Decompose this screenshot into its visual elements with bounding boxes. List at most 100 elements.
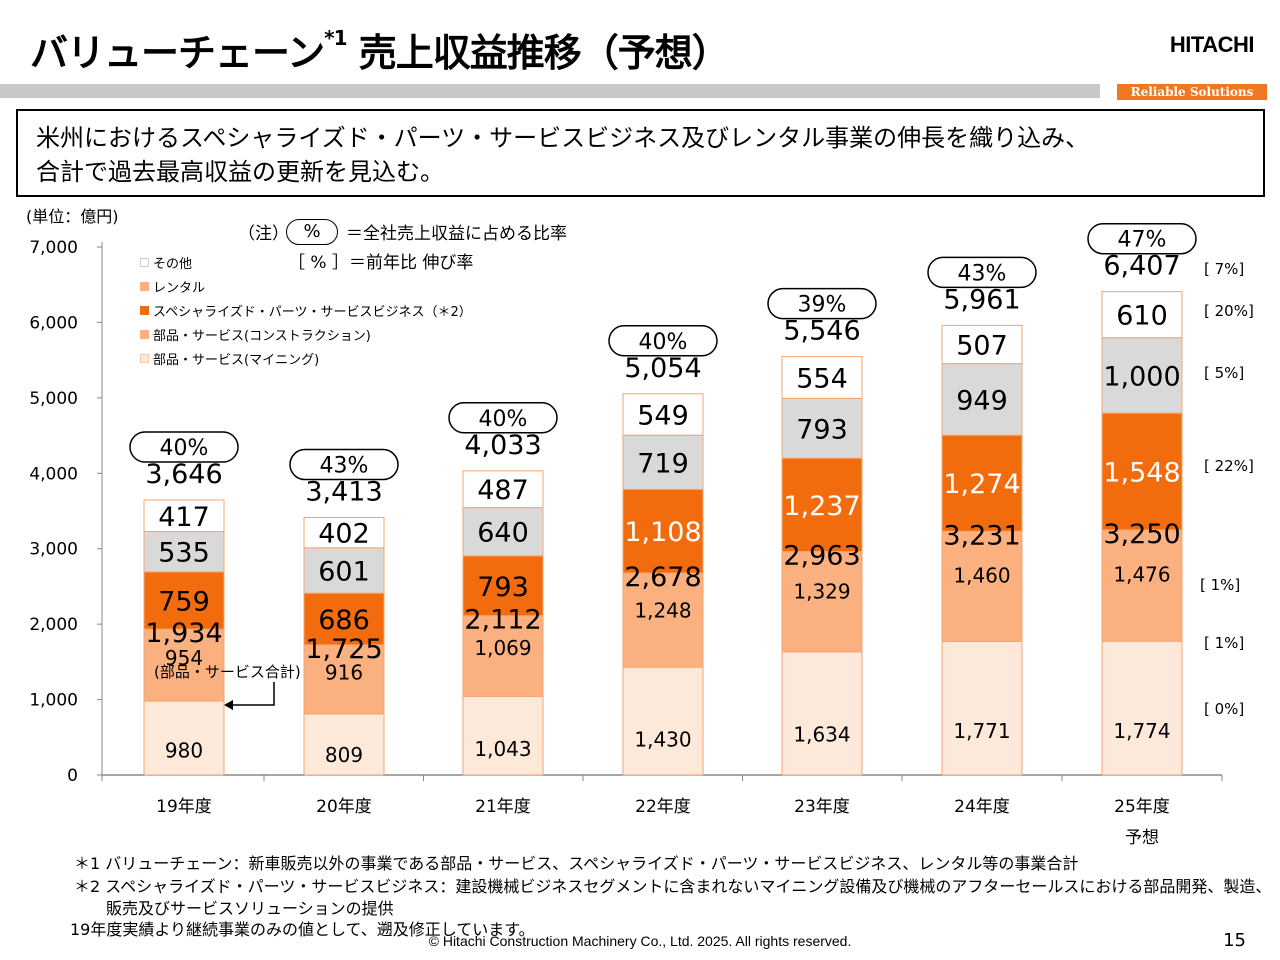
bar-segment <box>462 470 544 509</box>
bar-total-label: 5,961 <box>943 284 1020 315</box>
bar-segment-label: 809 <box>325 743 363 767</box>
legend-item-mining: 部品・サービス(マイニング) <box>140 346 472 370</box>
parts-service-total-label: 2,963 <box>783 541 860 572</box>
bar-segment <box>781 551 863 653</box>
y-tick-label: 5,000 <box>29 389 78 409</box>
bar-total-label: 5,546 <box>783 316 860 347</box>
bar-segment-label: 601 <box>318 556 370 587</box>
parts-service-total-label: 2,678 <box>624 562 701 593</box>
note-growth-desc: ［ % ］＝前年比 伸び率 <box>288 253 474 273</box>
legend-label: スペシャライズド・パーツ・サービスビジネス（＊2） <box>153 304 472 320</box>
bar-segment-label: 402 <box>318 519 370 550</box>
y-tick-label: 2,000 <box>29 615 78 635</box>
footnote-2-cont: 販売及びサービスソリューションの提供 <box>106 899 394 918</box>
header-divider <box>0 84 1100 98</box>
bar-total-label: 3,413 <box>305 477 382 508</box>
x-tick-label: 22年度 <box>635 797 691 817</box>
x-tick-sublabel: 予想 <box>1125 828 1159 848</box>
bar-segment-label: 1,430 <box>634 727 691 751</box>
bar-segment-label: 549 <box>637 400 689 431</box>
title-footnote-mark: *1 <box>324 26 347 50</box>
bar-segment-label: 1,460 <box>953 563 1010 587</box>
y-tick-label: 6,000 <box>29 313 78 333</box>
bar-segment-label: 1,274 <box>943 469 1020 500</box>
x-tick-label: 19年度 <box>156 797 212 817</box>
summary-box: 米州におけるスペシャライズド・パーツ・サービスビジネス及びレンタル事業の伸長を織… <box>16 109 1265 197</box>
bar-segment <box>143 628 225 702</box>
bar-segment <box>143 571 225 630</box>
bar-segment <box>303 516 385 549</box>
legend-swatch <box>140 257 149 267</box>
y-tick-label: 0 <box>67 766 78 786</box>
bar-segment <box>462 507 544 557</box>
bar-segment-label: 417 <box>158 502 210 533</box>
x-tick-label: 23年度 <box>794 797 850 817</box>
bar-segment <box>781 457 863 553</box>
bar-segment-label: 980 <box>165 739 203 763</box>
parts-service-total-label: 1,725 <box>305 634 382 665</box>
chart-legend: その他 レンタル スペシャライズド・パーツ・サービスビジネス（＊2） 部品・サー… <box>140 250 472 370</box>
bar-segment <box>462 615 544 697</box>
bar-segment-label: 719 <box>637 448 689 479</box>
bar-segment-label: 554 <box>796 363 848 394</box>
y-tick-label: 1,000 <box>29 691 78 711</box>
share-pill <box>289 448 399 481</box>
bar-segment <box>941 640 1023 776</box>
x-tick-label: 20年度 <box>316 797 372 817</box>
share-label: 47% <box>1118 228 1167 253</box>
bar-segment-label: 793 <box>796 414 848 445</box>
parts-service-total-label: 2,112 <box>464 605 541 636</box>
bar-segment <box>1101 412 1183 531</box>
bar-segment <box>1101 529 1183 642</box>
bar-segment-label: 1,476 <box>1113 562 1170 586</box>
share-label: 43% <box>958 261 1007 286</box>
bar-segment <box>941 324 1023 365</box>
title-rest: 売上収益推移（予想） <box>358 31 730 75</box>
bar-segment-label: 1,000 <box>1103 361 1180 392</box>
bar-segment <box>303 592 385 646</box>
share-pill <box>129 431 239 463</box>
bar-segment <box>941 363 1023 436</box>
bar-total-label: 4,033 <box>464 430 541 461</box>
bar-segment-label: 1,774 <box>1113 719 1170 743</box>
footnote-3: 19年度実績より継続事業のみの値として、遡及修正しています。 <box>70 920 535 939</box>
share-label: 43% <box>320 454 369 479</box>
share-label: 39% <box>798 293 847 318</box>
bar-segment <box>622 393 704 436</box>
callout-line <box>230 682 275 706</box>
legend-swatch <box>140 305 149 315</box>
bar-segment <box>303 547 385 594</box>
bar-segment-label: 535 <box>158 538 210 569</box>
bar-total-label: 3,646 <box>145 459 222 490</box>
summary-line-1: 米州におけるスペシャライズド・パーツ・サービスビジネス及びレンタル事業の伸長を織… <box>36 124 1090 152</box>
growth-rate-label: [ 0%] <box>1204 700 1244 718</box>
x-tick-label: 21年度 <box>475 797 531 817</box>
bar-segment <box>781 651 863 776</box>
bar-segment-label: 954 <box>165 646 203 670</box>
legend-swatch <box>140 281 149 291</box>
copyright: © Hitachi Construction Machinery Co., Lt… <box>428 933 852 949</box>
share-label: 40% <box>160 436 209 461</box>
bar-segment-label: 686 <box>318 605 370 636</box>
bar-segment-label: 1,771 <box>953 719 1010 743</box>
footnote-1: ＊1 バリューチェーン：新車販売以外の事業である部品・サービス、スペシャライズド… <box>74 854 1079 873</box>
y-tick-label: 4,000 <box>29 464 78 484</box>
bar-segment <box>622 488 704 574</box>
parts-service-total-label: 3,231 <box>943 520 1020 551</box>
bar-segment <box>303 713 385 776</box>
bar-segment-label: 1,548 <box>1103 457 1180 488</box>
bar-segment-label: 1,237 <box>783 491 860 522</box>
share-pill <box>1087 222 1197 255</box>
legend-label: 部品・サービス(マイニング) <box>153 352 320 368</box>
footnote-2: ＊2 スペシャライズド・パーツ・サービスビジネス：建設機械ビジネスセグメントに含… <box>74 877 1272 896</box>
growth-rate-label: [ 1%] <box>1204 634 1244 652</box>
growth-rate-label: [ 7%] <box>1204 260 1244 278</box>
hitachi-logo: HITACHI <box>1169 32 1255 57</box>
tagline: Reliable Solutions <box>1117 84 1267 100</box>
legend-label: レンタル <box>153 280 206 296</box>
parts-service-total-label: 3,250 <box>1103 519 1180 550</box>
bar-segment <box>781 356 863 399</box>
bar-segment <box>622 434 704 490</box>
bar-segment-label: 793 <box>477 572 529 603</box>
legend-item-other: その他 <box>140 250 472 274</box>
